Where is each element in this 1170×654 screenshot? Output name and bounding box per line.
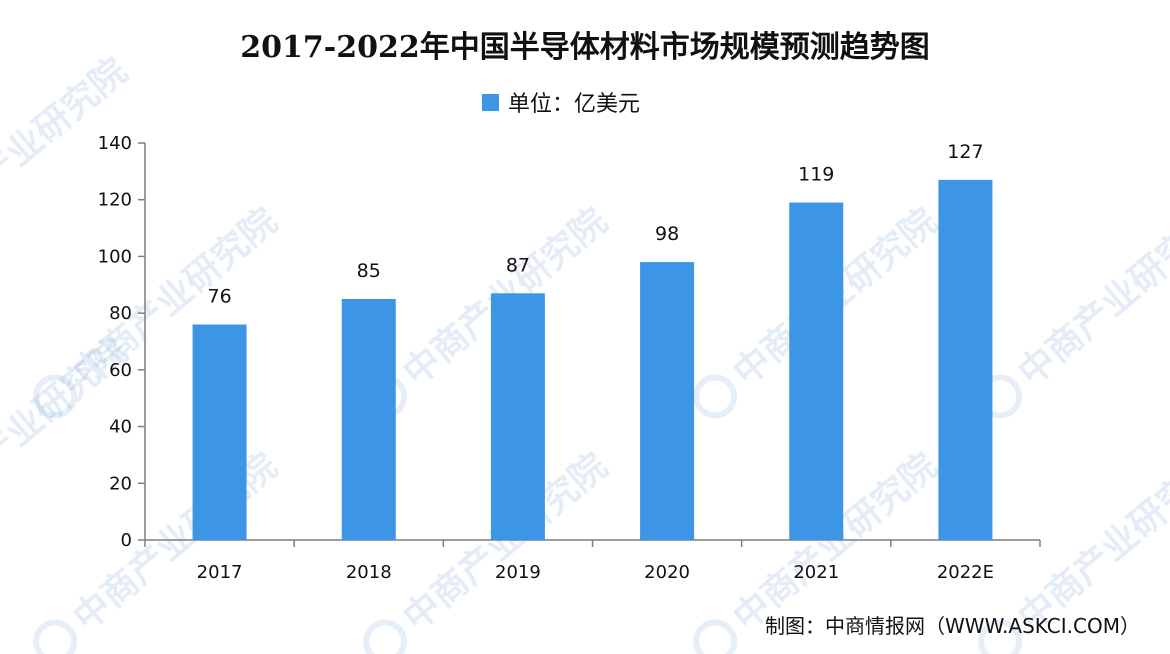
legend: 单位：亿美元: [482, 92, 640, 117]
watermark: 中商产业研究院: [363, 446, 615, 654]
data-label-2019: 87: [506, 254, 530, 276]
y-tick-label: 120: [98, 190, 132, 211]
watermark-logo-icon: [693, 619, 738, 654]
watermark: 中商产业研究院: [0, 51, 135, 244]
data-label-2017: 76: [207, 285, 231, 307]
bar-2022E: [938, 179, 993, 540]
legend-swatch: [482, 94, 499, 111]
bar-2019: [490, 293, 545, 540]
bars: [192, 179, 993, 541]
watermark-text: 中商产业研究院: [1011, 446, 1170, 639]
watermark: 中商产业研究院: [33, 446, 285, 654]
x-tick-label: 2017: [197, 562, 243, 583]
watermark-text: 中商产业研究院: [66, 446, 285, 639]
y-tick-label: 100: [98, 246, 132, 267]
x-tick-label: 2019: [495, 562, 541, 583]
watermark: 中商产业研究院: [363, 201, 615, 419]
source-credit: 制图：中商情报网（WWW.ASKCI.COM）: [765, 614, 1140, 638]
bar-2020: [640, 262, 695, 540]
y-tick-label: 0: [121, 530, 132, 551]
x-axis: 2017 2018 2019 2020 2021 2022E: [144, 539, 1041, 583]
y-tick-label: 40: [109, 417, 132, 438]
legend-label: 单位：亿美元: [508, 92, 640, 117]
data-label-2021: 119: [798, 164, 834, 186]
bar-2021: [789, 202, 844, 541]
data-labels: 76 85 87 98 119 127: [207, 141, 983, 308]
x-tick-label: 2020: [644, 562, 690, 583]
y-axis: 0 20 40 60 80 100 120 140: [98, 133, 146, 551]
watermark-logo-icon: [33, 374, 78, 419]
data-label-2020: 98: [655, 223, 679, 245]
x-tick-label: 2022E: [937, 562, 994, 583]
y-tick-label: 60: [109, 360, 132, 381]
data-label-2018: 85: [357, 260, 381, 282]
y-tick-label: 80: [109, 303, 132, 324]
bar-2017: [192, 324, 247, 540]
watermark-text: 中商产业研究院: [1011, 201, 1170, 394]
y-tick-label: 140: [98, 133, 132, 154]
chart-title: 2017-2022年中国半导体材料市场规模预测趋势图: [240, 30, 929, 65]
watermark-logo-icon: [363, 619, 408, 654]
y-tick-label: 20: [109, 473, 132, 494]
watermark-logo-icon: [33, 619, 78, 654]
x-tick-label: 2021: [793, 562, 839, 583]
watermark: 中商产业研究院: [978, 201, 1170, 419]
bar-2018: [341, 298, 396, 540]
x-tick-label: 2018: [346, 562, 392, 583]
data-label-2022E: 127: [947, 141, 983, 163]
watermark-logo-icon: [693, 374, 738, 419]
